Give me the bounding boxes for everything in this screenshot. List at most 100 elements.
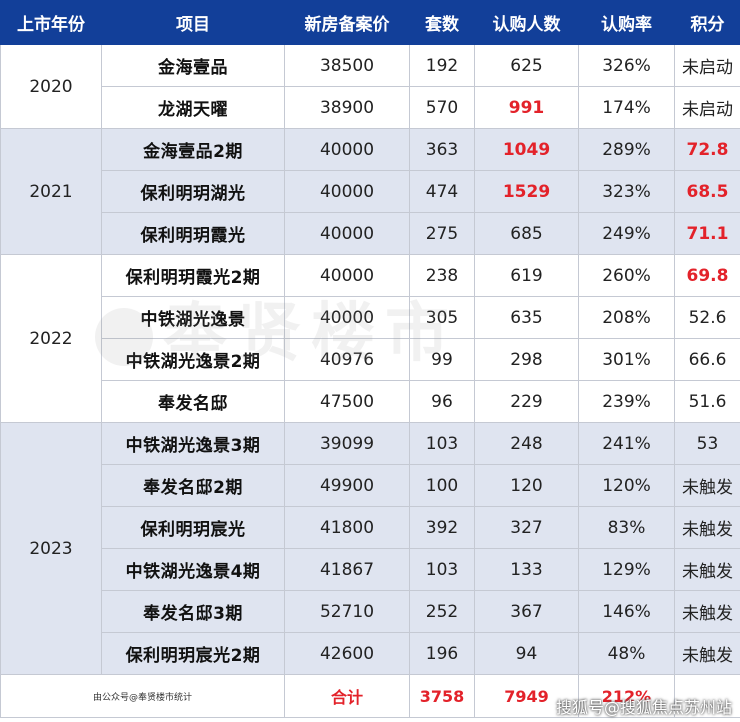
year-cell: 2020	[0, 44, 102, 129]
buyers-cell: 229	[474, 380, 579, 423]
header-buyers: 认购人数	[474, 0, 579, 45]
project-name: 保利明玥霞光	[101, 212, 285, 255]
buyers-cell: 94	[474, 632, 579, 675]
table-row: 中铁湖光逸景 40000 305 635 208% 52.6	[1, 296, 740, 339]
rate-cell: 326%	[578, 44, 675, 87]
price-cell: 38900	[284, 86, 410, 129]
buyers-cell: 298	[474, 338, 579, 381]
units-cell: 474	[409, 170, 475, 213]
table-row: 2022 保利明玥霞光2期 40000 238 619 260% 69.8	[0, 254, 740, 423]
price-cell: 40000	[284, 128, 410, 171]
score-cell: 51.6	[674, 380, 740, 423]
buyers-cell: 619	[474, 254, 579, 297]
buyers-cell: 991	[474, 86, 579, 129]
project-name: 奉发名邸2期	[101, 464, 285, 507]
price-cell: 41800	[284, 506, 410, 549]
rate-cell: 241%	[578, 422, 675, 465]
units-cell: 99	[409, 338, 475, 381]
project-name: 中铁湖光逸景	[101, 296, 285, 339]
units-cell: 196	[409, 632, 475, 675]
units-cell: 100	[409, 464, 475, 507]
score-cell: 未触发	[674, 632, 740, 675]
rate-cell: 301%	[578, 338, 675, 381]
total-row: 由公众号@奉贤楼市统计 合计 3758 7949 212%	[0, 674, 740, 718]
score-cell: 未触发	[674, 590, 740, 633]
rate-cell: 48%	[578, 632, 675, 675]
table-row: 龙湖天曜 38900 570 991 174% 未启动	[1, 86, 740, 129]
table-row: 2023 中铁湖光逸景3期 39099 103 248 241% 53	[0, 422, 740, 675]
total-buyers: 7949	[474, 674, 579, 718]
price-cell: 41867	[284, 548, 410, 591]
project-name: 龙湖天曜	[101, 86, 285, 129]
header-price: 新房备案价	[284, 0, 410, 45]
header-score: 积分	[674, 0, 740, 45]
table-row: 保利明玥湖光 40000 474 1529 323% 68.5	[1, 170, 740, 213]
project-name: 金海壹品2期	[101, 128, 285, 171]
score-cell: 52.6	[674, 296, 740, 339]
table-row: 奉发名邸3期 52710 252 367 146% 未触发	[1, 590, 740, 633]
table-body: 2020 金海壹品 38500 192 625 326% 未启动 龙湖天曜 38900 570 99…	[0, 44, 740, 675]
rate-cell: 323%	[578, 170, 675, 213]
price-cell: 52710	[284, 590, 410, 633]
rate-cell: 129%	[578, 548, 675, 591]
buyers-cell: 1529	[474, 170, 579, 213]
units-cell: 96	[409, 380, 475, 423]
table-row: 保利明玥宸光2期 42600 196 94 48% 未触发	[1, 632, 740, 675]
buyers-cell: 327	[474, 506, 579, 549]
rate-cell: 208%	[578, 296, 675, 339]
score-cell: 69.8	[674, 254, 740, 297]
rate-cell: 146%	[578, 590, 675, 633]
score-cell: 未启动	[674, 44, 740, 87]
price-cell: 40000	[284, 212, 410, 255]
units-cell: 275	[409, 212, 475, 255]
buyers-cell: 1049	[474, 128, 579, 171]
total-label: 合计	[284, 674, 410, 718]
rate-cell: 174%	[578, 86, 675, 129]
year-cell: 2021	[0, 128, 102, 255]
table-row: 奉发名邸 47500 96 229 239% 51.6	[1, 380, 740, 423]
units-cell: 103	[409, 548, 475, 591]
score-cell: 72.8	[674, 128, 740, 171]
price-cell: 40000	[284, 170, 410, 213]
units-cell: 192	[409, 44, 475, 87]
units-cell: 238	[409, 254, 475, 297]
buyers-cell: 685	[474, 212, 579, 255]
total-score-empty	[674, 674, 740, 718]
buyers-cell: 635	[474, 296, 579, 339]
header-row: 上市年份 项目 新房备案价 套数 认购人数 认购率 积分	[0, 0, 740, 45]
project-name: 保利明玥宸光2期	[101, 632, 285, 675]
buyers-cell: 133	[474, 548, 579, 591]
project-name: 中铁湖光逸景3期	[101, 422, 285, 465]
project-name: 奉发名邸3期	[101, 590, 285, 633]
price-cell: 40976	[284, 338, 410, 381]
price-cell: 39099	[284, 422, 410, 465]
price-cell: 47500	[284, 380, 410, 423]
table-row: 中铁湖光逸景4期 41867 103 133 129% 未触发	[1, 548, 740, 591]
units-cell: 570	[409, 86, 475, 129]
buyers-cell: 367	[474, 590, 579, 633]
score-cell: 66.6	[674, 338, 740, 381]
project-name: 保利明玥霞光2期	[101, 254, 285, 297]
year-cell: 2022	[0, 254, 102, 423]
table-row: 保利明玥霞光 40000 275 685 249% 71.1	[1, 212, 740, 255]
price-cell: 42600	[284, 632, 410, 675]
units-cell: 363	[409, 128, 475, 171]
header-project: 项目	[101, 0, 285, 45]
project-name: 金海壹品	[101, 44, 285, 87]
project-name: 保利明玥宸光	[101, 506, 285, 549]
score-cell: 未触发	[674, 548, 740, 591]
score-cell: 53	[674, 422, 740, 465]
header-units: 套数	[409, 0, 475, 45]
buyers-cell: 120	[474, 464, 579, 507]
units-cell: 252	[409, 590, 475, 633]
header-rate: 认购率	[578, 0, 675, 45]
table-row: 2020 金海壹品 38500 192 625 326% 未启动	[0, 44, 740, 129]
score-cell: 未触发	[674, 464, 740, 507]
project-name: 中铁湖光逸景2期	[101, 338, 285, 381]
rate-cell: 239%	[578, 380, 675, 423]
units-cell: 305	[409, 296, 475, 339]
rate-cell: 260%	[578, 254, 675, 297]
buyers-cell: 248	[474, 422, 579, 465]
table-row: 奉发名邸2期 49900 100 120 120% 未触发	[1, 464, 740, 507]
units-cell: 103	[409, 422, 475, 465]
